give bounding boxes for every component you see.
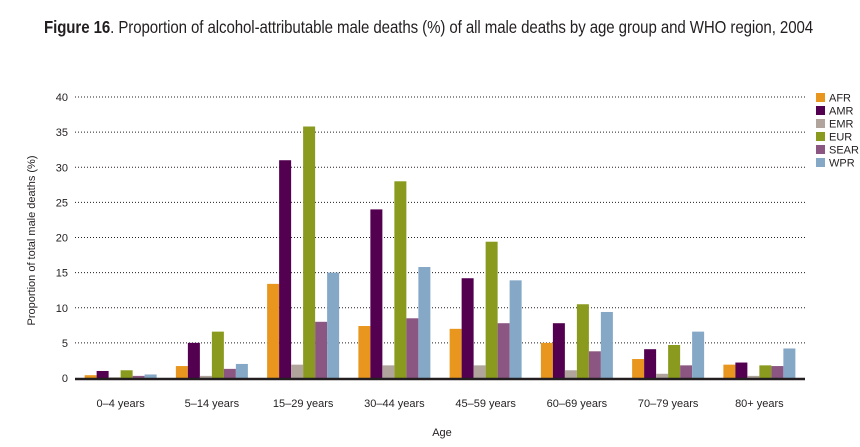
bar-emr [108, 377, 121, 378]
bar-sear [132, 375, 145, 378]
bar-emr [382, 365, 395, 378]
legend-label: SEAR [829, 145, 859, 157]
bar-sear [406, 318, 419, 378]
bar-wpr [327, 272, 340, 378]
bar-eur [576, 304, 589, 378]
bar-eur [394, 181, 407, 378]
legend-item-wpr: WPR [816, 158, 855, 170]
bar-amr [96, 370, 109, 378]
y-axis-ticks: 0 5 10 15 20 25 30 35 40 [56, 92, 68, 385]
bar-sear [497, 323, 510, 378]
legend-label: AMR [829, 106, 854, 118]
bar-afr [540, 342, 553, 378]
legend-label: WPR [829, 158, 855, 170]
bar-amr [644, 349, 657, 378]
x-tick-label: 45–59 years [455, 398, 516, 410]
bar-amr [187, 342, 200, 378]
y-tick-label: 30 [56, 162, 68, 174]
legend-item-afr: AFR [816, 93, 851, 105]
bar-sear [588, 351, 601, 378]
bar-amr [370, 209, 383, 378]
bar-afr [723, 364, 736, 378]
legend-label: AFR [829, 93, 851, 105]
legend-swatch [816, 106, 825, 115]
x-tick-label: 30–44 years [364, 398, 425, 410]
bar-eur [303, 126, 316, 378]
bar-wpr [783, 348, 796, 378]
bar-wpr [692, 331, 705, 378]
x-tick-label: 0–4 years [96, 398, 145, 410]
bar-sear [771, 366, 784, 378]
x-tick-label: 15–29 years [273, 398, 334, 410]
bar-afr [84, 375, 97, 378]
legend-swatch [816, 119, 825, 128]
x-axis-categories: 0–4 years 5–14 years 15–29 years 30–44 year… [96, 398, 784, 410]
bar-afr [449, 328, 462, 378]
bar-wpr [144, 374, 157, 378]
bar-eur [485, 241, 498, 378]
legend-swatch [816, 145, 825, 154]
y-tick-label: 15 [56, 268, 68, 280]
y-tick-label: 40 [56, 92, 68, 104]
legend-swatch [816, 132, 825, 141]
bar-afr [175, 366, 188, 378]
bar-sear [680, 365, 693, 378]
bar-emr [747, 375, 760, 378]
x-tick-label: 70–79 years [638, 398, 699, 410]
legend-swatch [816, 93, 825, 102]
legend-swatch [816, 158, 825, 167]
legend-label: EMR [829, 119, 854, 131]
y-tick-label: 0 [62, 373, 68, 385]
legend-item-amr: AMR [816, 106, 854, 118]
legend-item-emr: EMR [816, 119, 854, 131]
bar-wpr [600, 311, 613, 378]
bar-emr [473, 365, 486, 378]
legend-label: EUR [829, 132, 852, 144]
x-tick-label: 80+ years [735, 398, 784, 410]
bar-amr [279, 160, 292, 378]
y-axis-label: Proportion of total male deaths (%) [26, 156, 38, 326]
bar-sear [315, 321, 328, 378]
bars [84, 126, 796, 378]
bar-afr [267, 283, 280, 378]
bar-eur [668, 344, 681, 378]
figure-title-text: . Proportion of alcohol-attributable mal… [110, 17, 814, 37]
x-tick-label: 60–69 years [547, 398, 608, 410]
y-tick-label: 25 [56, 197, 68, 209]
bar-emr [564, 370, 577, 378]
y-tick-label: 35 [56, 127, 68, 139]
bar-emr [199, 375, 212, 378]
x-axis-label: Age [432, 427, 452, 439]
bar-amr [552, 323, 565, 378]
y-tick-label: 5 [62, 338, 68, 350]
bar-wpr [509, 280, 522, 378]
bar-emr [291, 364, 304, 378]
bar-wpr [235, 363, 248, 378]
legend-item-eur: EUR [816, 132, 852, 144]
chart-title: Figure 16. Proportion of alcohol-attribu… [44, 16, 844, 38]
bar-emr [656, 373, 669, 378]
bar-amr [461, 278, 474, 378]
legend-item-sear: SEAR [816, 145, 859, 157]
bar-eur [120, 370, 133, 378]
y-tick-label: 20 [56, 233, 68, 245]
bar-amr [735, 362, 748, 378]
bar-afr [358, 326, 371, 378]
bar-afr [632, 359, 645, 378]
y-tick-label: 10 [56, 303, 68, 315]
bar-wpr [418, 267, 431, 378]
figure-label: Figure 16 [44, 17, 111, 37]
gridlines [75, 96, 805, 344]
bar-eur [759, 365, 772, 378]
bar-sear [223, 368, 236, 378]
bar-eur [211, 331, 224, 378]
x-tick-label: 5–14 years [185, 398, 240, 410]
